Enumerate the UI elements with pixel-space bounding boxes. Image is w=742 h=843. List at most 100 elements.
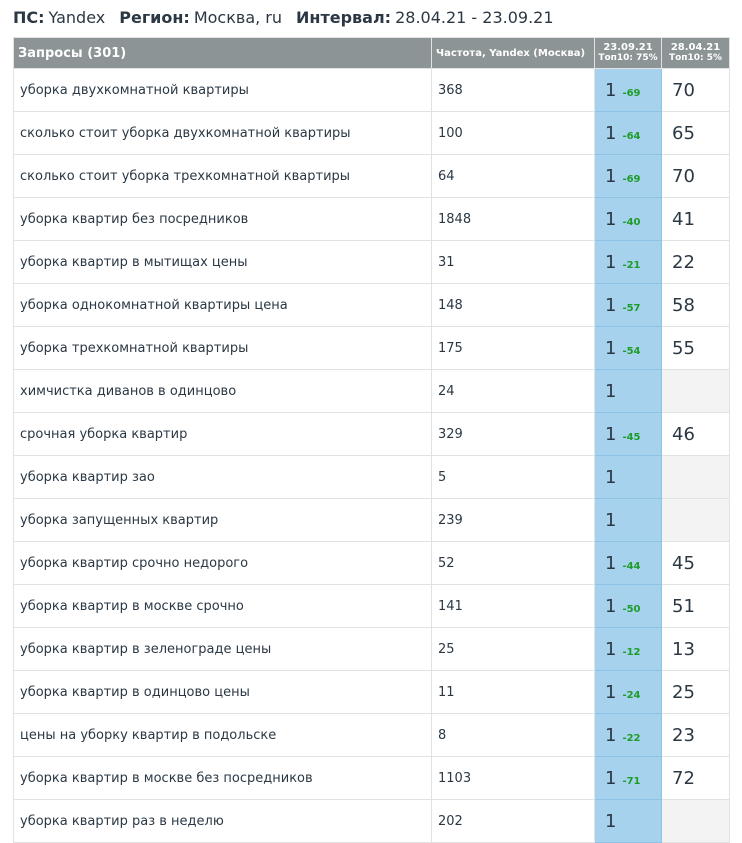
position-delta: -24 [622,689,641,701]
frequency-cell: 368 [431,68,595,112]
position-old-cell [661,498,730,542]
position-delta: -69 [622,173,641,185]
position-new-cell: 1 [594,369,662,413]
interval-value: 28.04.21 - 23.09.21 [395,7,554,27]
position-new-cell: 1 -57 [594,283,662,327]
table-row: уборка трехкомнатной квартиры 175 1 -54 55 [13,326,730,370]
frequency-cell: 52 [431,541,595,585]
position-old-cell: 65 [661,111,730,155]
positions-table: Запросы (301) Частота, Yandex (Москва) 2… [13,37,730,843]
table-row: уборка квартир в зеленограде цены 25 1 -12 1… [13,627,730,671]
position-new-cell: 1 -69 [594,154,662,198]
position-delta: -40 [622,216,641,228]
position-new-value: 1 [605,165,617,187]
table-row: уборка однокомнатной квартиры цена 148 1 -5… [13,283,730,327]
table-row: уборка квартир без посредников 1848 1 -40 41 [13,197,730,241]
position-new-cell: 1 [594,799,662,843]
position-new-cell: 1 -54 [594,326,662,370]
table-row: срочная уборка квартир 329 1 -45 46 [13,412,730,456]
position-new-value: 1 [605,79,617,101]
table-row: сколько стоит уборка двухкомнатной кварт… [13,111,730,155]
frequency-cell: 5 [431,455,595,499]
ps-value: Yandex [48,7,106,27]
query-cell: уборка трехкомнатной квартиры [13,326,432,370]
frequency-cell: 31 [431,240,595,284]
frequency-cell: 1103 [431,756,595,800]
position-old-cell: 70 [661,68,730,112]
position-new-value: 1 [605,337,617,359]
frequency-cell: 148 [431,283,595,327]
frequency-cell: 11 [431,670,595,714]
table-row: цены на уборку квартир в подольске 8 1 -22 2… [13,713,730,757]
position-delta: -64 [622,130,641,142]
query-cell: сколько стоит уборка трехкомнатной кварт… [13,154,432,198]
table-row: уборка запущенных квартир 239 1 [13,498,730,542]
position-new-cell: 1 -64 [594,111,662,155]
position-new-cell: 1 -21 [594,240,662,284]
position-old-cell: 22 [661,240,730,284]
position-delta: -45 [622,431,641,443]
position-old-cell: 58 [661,283,730,327]
position-new-value: 1 [605,724,617,746]
query-cell: уборка однокомнатной квартиры цена [13,283,432,327]
query-cell: уборка квартир срочно недорого [13,541,432,585]
table-row: уборка квартир зао 5 1 [13,455,730,499]
query-cell: уборка запущенных квартир [13,498,432,542]
position-new-cell: 1 -24 [594,670,662,714]
table-body: уборка двухкомнатной квартиры 368 1 -69 70 ск… [13,68,730,843]
position-delta: -50 [622,603,641,615]
position-new-value: 1 [605,466,617,488]
table-row: уборка квартир раз в неделю 202 1 [13,799,730,843]
query-cell: уборка квартир в москве срочно [13,584,432,628]
column-header-frequency[interactable]: Частота, Yandex (Москва) [431,37,595,69]
region-label: Регион: [119,7,190,27]
position-new-value: 1 [605,595,617,617]
date-new-label: 23.09.21 [603,42,653,53]
position-new-cell: 1 -22 [594,713,662,757]
position-new-value: 1 [605,380,617,402]
report-header: ПС: Yandex Регион: Москва, ru Интервал: … [13,5,568,29]
query-cell: уборка квартир в москве без посредников [13,756,432,800]
column-header-query[interactable]: Запросы (301) [13,37,432,69]
position-new-cell: 1 -69 [594,68,662,112]
position-new-value: 1 [605,251,617,273]
position-new-cell: 1 -45 [594,412,662,456]
position-delta: -12 [622,646,641,658]
position-new-cell: 1 -44 [594,541,662,585]
frequency-cell: 1848 [431,197,595,241]
position-new-value: 1 [605,294,617,316]
query-cell: уборка квартир в одинцово цены [13,670,432,714]
table-row: уборка квартир в москве срочно 141 1 -50 51 [13,584,730,628]
position-new-value: 1 [605,509,617,531]
position-old-cell: 51 [661,584,730,628]
table-row: уборка двухкомнатной квартиры 368 1 -69 70 [13,68,730,112]
date-new-top10: Топ10: 75% [598,53,658,63]
position-new-value: 1 [605,423,617,445]
position-old-cell [661,799,730,843]
position-new-value: 1 [605,552,617,574]
table-row: уборка квартир в москве без посредников 1… [13,756,730,800]
position-delta: -57 [622,302,641,314]
position-old-cell: 25 [661,670,730,714]
table-row: уборка квартир срочно недорого 52 1 -44 45 [13,541,730,585]
position-delta: -69 [622,87,641,99]
table-header-row: Запросы (301) Частота, Yandex (Москва) 2… [13,37,730,69]
query-cell: уборка квартир зао [13,455,432,499]
query-cell: цены на уборку квартир в подольске [13,713,432,757]
position-new-cell: 1 [594,498,662,542]
position-old-cell [661,455,730,499]
region-value: Москва, ru [193,7,283,27]
query-cell: уборка квартир без посредников [13,197,432,241]
position-new-cell: 1 -50 [594,584,662,628]
query-cell: сколько стоит уборка двухкомнатной кварт… [13,111,432,155]
column-header-date-old[interactable]: 28.04.21 Топ10: 5% [661,37,730,69]
column-header-date-new[interactable]: 23.09.21 Топ10: 75% [594,37,662,69]
frequency-cell: 25 [431,627,595,671]
query-cell: уборка квартир раз в неделю [13,799,432,843]
position-new-cell: 1 -12 [594,627,662,671]
table-row: химчистка диванов в одинцово 24 1 [13,369,730,413]
query-cell: уборка квартир в мытищах цены [13,240,432,284]
position-new-value: 1 [605,767,617,789]
frequency-cell: 202 [431,799,595,843]
date-old-label: 28.04.21 [670,42,721,53]
